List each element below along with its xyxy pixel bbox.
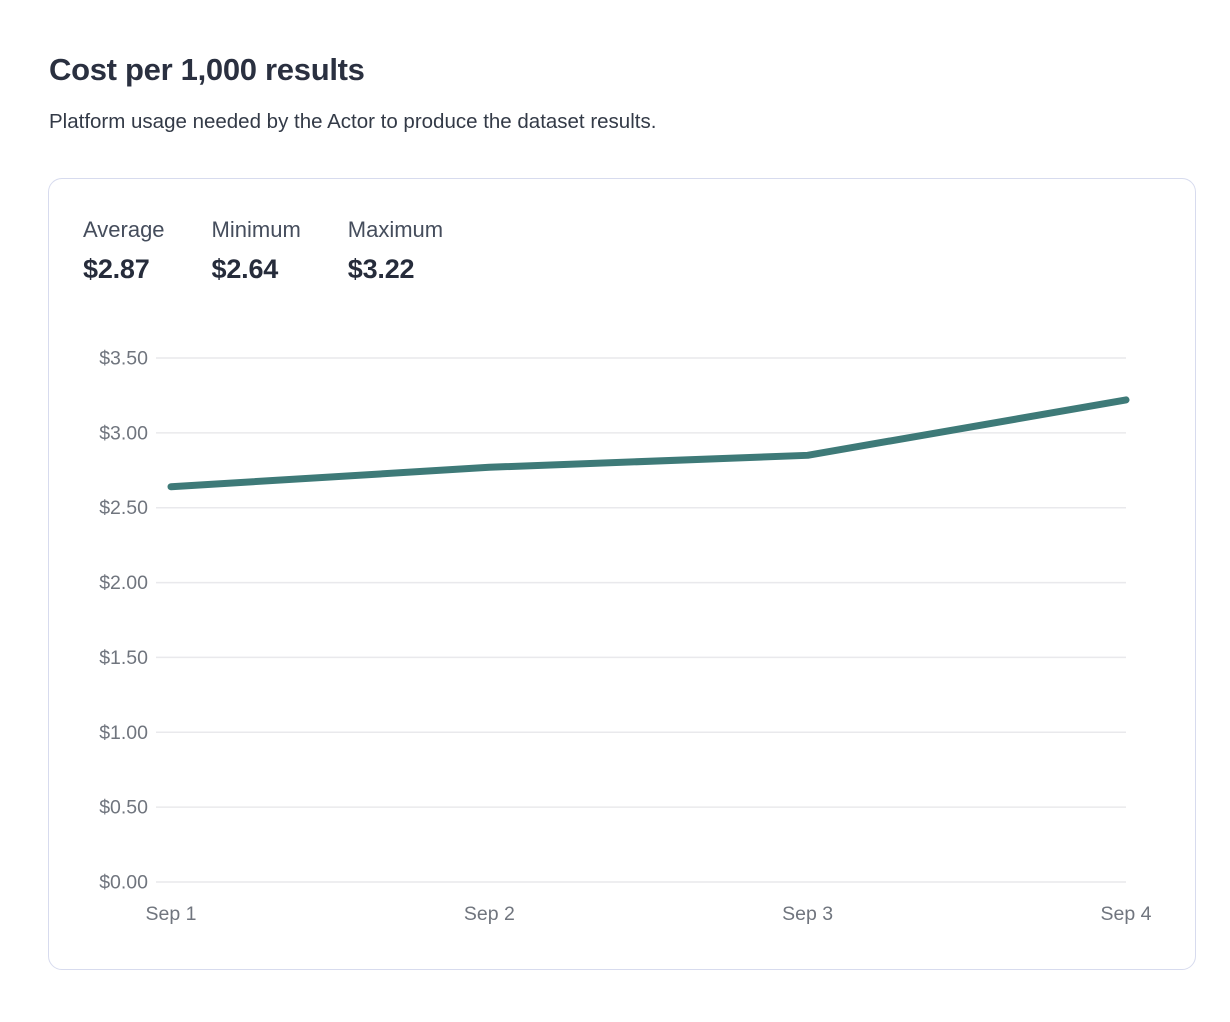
y-axis-tick-label: $0.50 xyxy=(99,797,148,819)
line-chart-area: $0.00 $0.50 $1.00 $1.50 $2.00 $2.50 $3.00 $3.50… xyxy=(49,329,1195,949)
x-axis-tick-label: Sep 2 xyxy=(464,903,515,925)
stat-average-value: $2.87 xyxy=(83,254,150,284)
y-axis-tick-label: $1.50 xyxy=(99,647,148,669)
stat-maximum: Maximum $3.22 xyxy=(348,217,443,285)
y-axis-tick-label: $3.00 xyxy=(99,422,148,444)
y-axis-tick-label: $2.50 xyxy=(99,497,148,519)
stat-average-label: Average xyxy=(83,217,165,242)
cost-chart-card: Average $2.87 Minimum $2.64 Maximum $3.2… xyxy=(48,178,1196,970)
stat-maximum-value: $3.22 xyxy=(347,254,415,284)
y-axis-tick-label: $1.00 xyxy=(99,722,148,744)
stat-minimum-value: $2.64 xyxy=(211,254,279,284)
stat-average: Average $2.87 xyxy=(83,217,165,285)
page-title: Cost per 1,000 results xyxy=(49,52,365,87)
stat-minimum-label: Minimum xyxy=(211,217,301,242)
stat-minimum: Minimum $2.64 xyxy=(212,217,301,285)
y-axis-tick-label: $2.00 xyxy=(99,572,148,594)
page-subtitle: Platform usage needed by the Actor to pr… xyxy=(49,110,657,133)
cost-line-chart: $0.00 $0.50 $1.00 $1.50 $2.00 $2.50 $3.00 $3.50… xyxy=(99,348,1152,926)
x-axis-tick-label: Sep 3 xyxy=(782,903,833,925)
y-axis-tick-label: $3.50 xyxy=(99,348,148,370)
y-axis-tick-label: $0.00 xyxy=(99,872,148,894)
summary-stats-row: Average $2.87 Minimum $2.64 Maximum $3.2… xyxy=(83,217,443,285)
stat-maximum-label: Maximum xyxy=(347,217,444,242)
x-axis-tick-label: Sep 1 xyxy=(146,903,197,925)
x-axis-tick-label: Sep 4 xyxy=(1101,903,1152,925)
cost-series-line xyxy=(167,396,1130,491)
